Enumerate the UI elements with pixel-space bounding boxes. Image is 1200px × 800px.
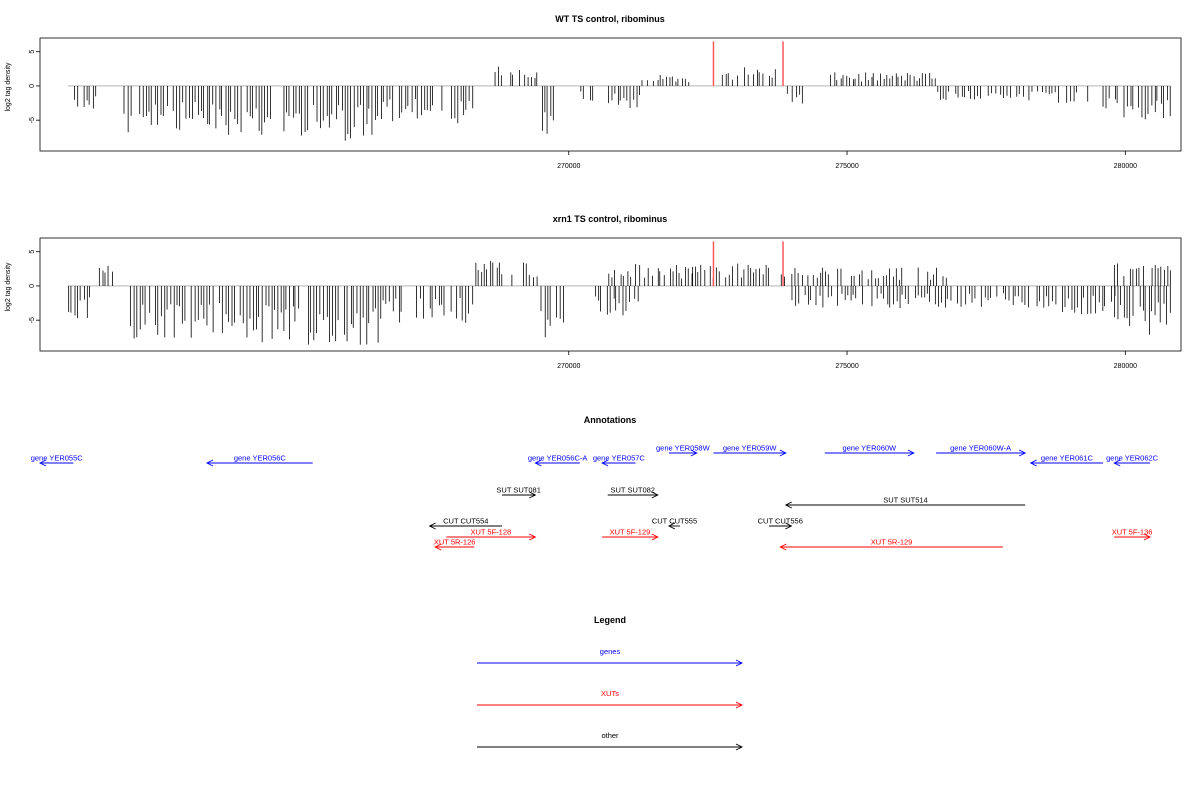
annotation-label: XUT 5F-136	[1112, 528, 1153, 537]
annotation-label: XUT 5R-129	[871, 538, 913, 547]
legend-entry-label: genes	[600, 647, 621, 656]
annotation-feature: gene YER060W	[824, 444, 915, 457]
annotation-feature: gene YER062C	[1106, 454, 1159, 467]
annotation-label: gene YER056C	[234, 454, 287, 463]
legend-entry: XUTs	[477, 689, 744, 709]
annotation-label: XUT 5F-129	[610, 528, 651, 537]
annotation-feature: SUT SUT514	[784, 496, 1026, 509]
legend-entry-label: other	[601, 731, 619, 740]
y-tick-label: 0	[29, 84, 36, 88]
annotation-label: XUT 5F-128	[470, 528, 511, 537]
legend-entries: genes XUTs other	[477, 647, 744, 751]
wt-track-title: WT TS control, ribominus	[555, 14, 665, 24]
annotation-label: gene YER059W	[723, 444, 778, 453]
y-tick-label: 5	[29, 50, 36, 54]
y-tick-label: 5	[29, 250, 36, 254]
annotation-label: gene YER060W-A	[950, 444, 1011, 453]
xrn1-x-ticks: 270000 275000 280000	[557, 351, 1137, 370]
annotations-title: Annotations	[584, 415, 637, 425]
wt-y-axis-label: log2 tag density	[5, 62, 12, 112]
annotation-label: CUT CUT556	[758, 517, 803, 526]
x-tick-label: 280000	[1114, 163, 1137, 170]
legend-entry: other	[477, 731, 744, 751]
x-tick-label: 280000	[1114, 363, 1137, 370]
wt-x-ticks: 270000 275000 280000	[557, 151, 1137, 170]
annotation-label: gene YER055C	[31, 454, 84, 463]
y-tick-label: -5	[29, 117, 36, 123]
annotation-feature: gene YER057C	[593, 454, 646, 467]
annotation-label: gene YER062C	[1106, 454, 1159, 463]
annotation-feature: CUT CUT554	[428, 517, 502, 530]
annotation-feature: gene YER059W	[713, 444, 787, 457]
annotation-label: CUT CUT554	[443, 517, 488, 526]
annotation-feature: XUT 5F-128	[446, 528, 537, 541]
wt-plot-frame	[39, 37, 1182, 152]
x-tick-label: 275000	[835, 163, 858, 170]
xrn1-track-title: xrn1 TS control, ribominus	[553, 214, 668, 224]
legend-title: Legend	[594, 615, 626, 625]
annotation-feature: CUT CUT555	[652, 517, 697, 530]
annotation-feature: SUT SUT082	[607, 486, 659, 499]
xrn1-track-panel: xrn1 TS control, ribominus log2 tag dens…	[5, 214, 1182, 370]
annotations-panel: Annotations gene YER055C gene YER056C gene…	[31, 415, 1159, 551]
annotation-feature: gene YER061C	[1029, 454, 1104, 467]
y-tick-label: -5	[29, 317, 36, 323]
annotation-label: gene YER057C	[593, 454, 646, 463]
annotation-feature: XUT 5F-136	[1112, 528, 1153, 541]
annotation-label: SUT SUT514	[883, 496, 927, 505]
legend-entry-label: XUTs	[601, 689, 619, 698]
annotation-feature: gene YER056C	[205, 454, 313, 467]
annotation-features: gene YER055C gene YER056C gene YER056C-A ge…	[31, 444, 1159, 551]
x-tick-label: 275000	[835, 363, 858, 370]
annotation-label: gene YER060W	[842, 444, 897, 453]
annotation-feature: gene YER058W	[656, 444, 711, 457]
annotation-label: XUT 5R-126	[434, 538, 476, 547]
x-tick-label: 270000	[557, 163, 580, 170]
xrn1-y-axis-label: log2 tag density	[5, 262, 12, 312]
legend-entry: genes	[477, 647, 744, 667]
annotation-label: SUT SUT082	[611, 486, 655, 495]
wt-track-panel: WT TS control, ribominus log2 tag densit…	[5, 14, 1182, 170]
wt-y-ticks: 5 0 -5	[29, 50, 40, 123]
annotation-feature: XUT 5F-129	[602, 528, 659, 541]
xrn1-plot-frame	[39, 237, 1182, 352]
xrn1-bars	[67, 241, 1171, 345]
annotation-label: gene YER058W	[656, 444, 711, 453]
wt-bars	[67, 41, 1171, 141]
x-tick-label: 270000	[557, 363, 580, 370]
annotation-label: SUT SUT081	[496, 486, 540, 495]
annotation-label: CUT CUT555	[652, 517, 697, 526]
annotation-feature: gene YER060W-A	[936, 444, 1027, 457]
annotation-feature: XUT 5R-126	[434, 538, 476, 551]
y-tick-label: 0	[29, 284, 36, 288]
legend-panel: Legend genes XUTs other	[477, 615, 744, 751]
annotation-label: gene YER061C	[1041, 454, 1094, 463]
annotation-label: gene YER056C-A	[528, 454, 587, 463]
annotation-feature: XUT 5R-129	[779, 538, 1003, 551]
annotation-feature: gene YER056C-A	[528, 454, 587, 467]
annotation-feature: CUT CUT556	[758, 517, 803, 530]
xrn1-y-ticks: 5 0 -5	[29, 250, 40, 323]
annotation-feature: gene YER055C	[31, 454, 84, 467]
annotation-feature: SUT SUT081	[496, 486, 541, 499]
